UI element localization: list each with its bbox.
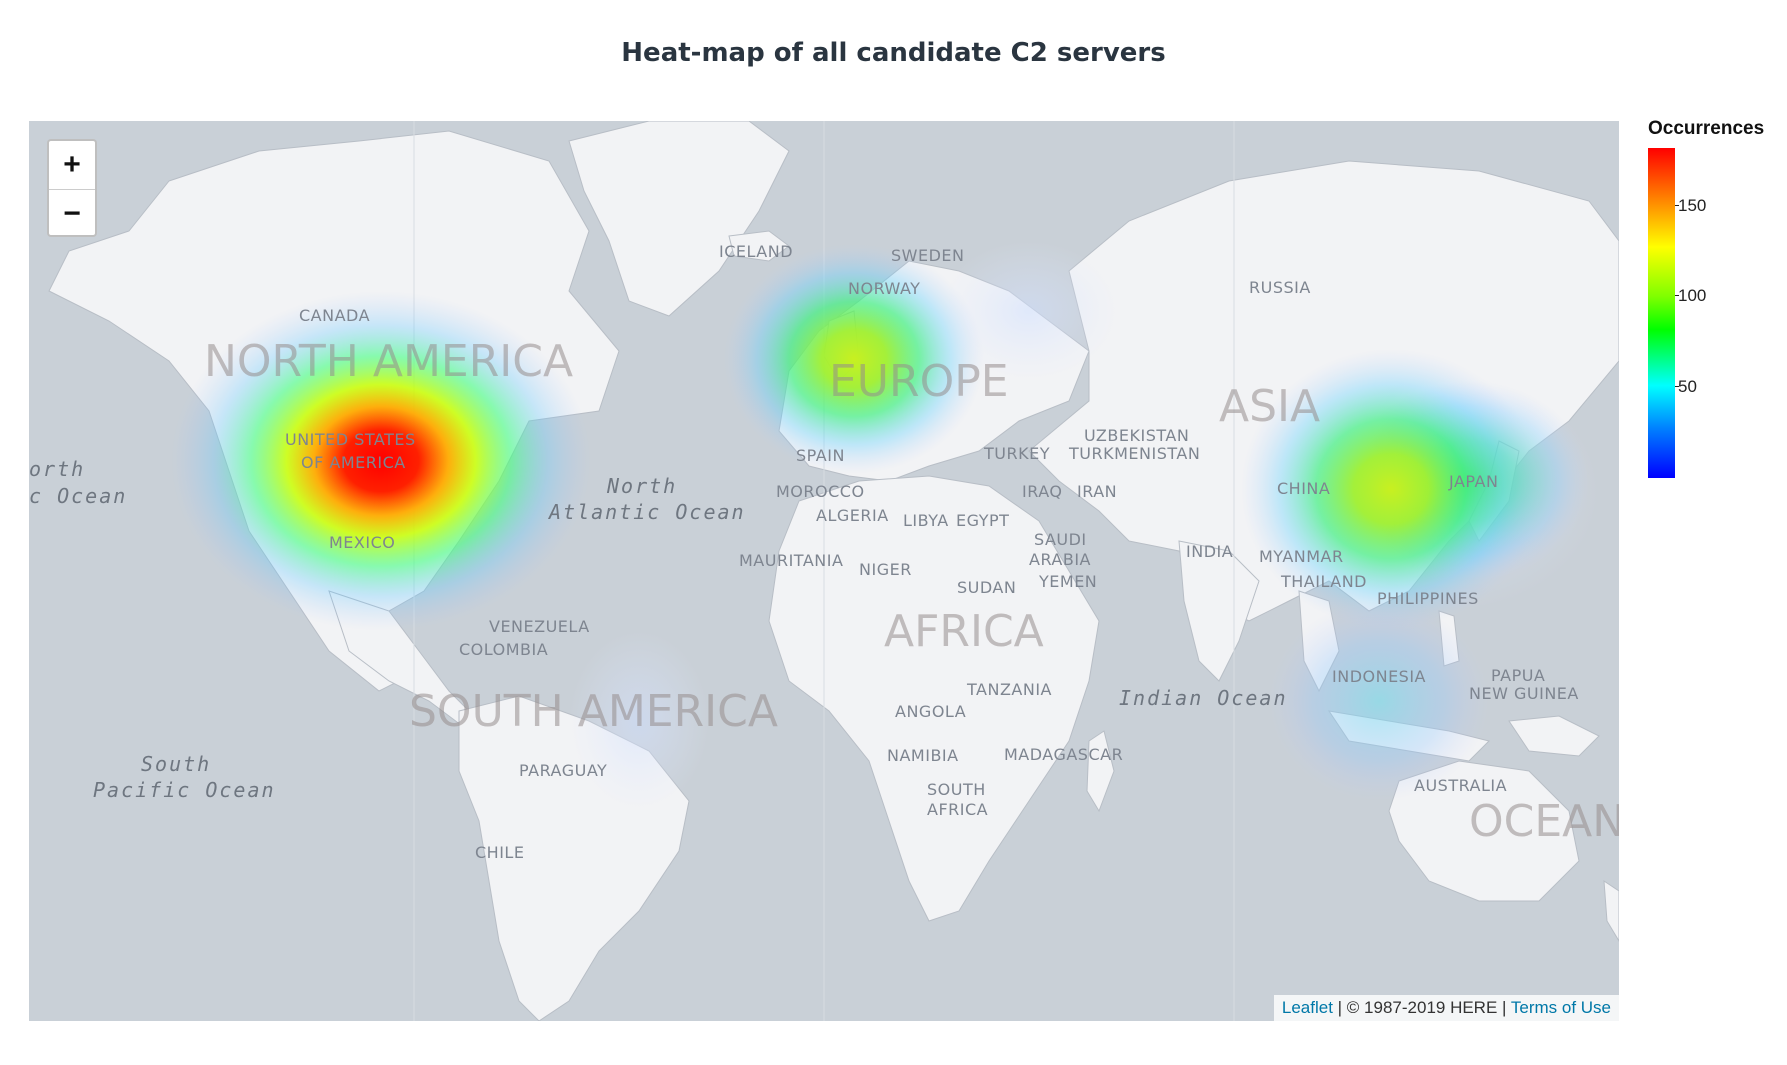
zoom-out-button[interactable]: − xyxy=(63,197,81,230)
legend-title: Occurrences xyxy=(1648,118,1765,139)
heat-spot-china xyxy=(1241,349,1541,629)
legend-tick-50: 50 xyxy=(1675,377,1697,396)
legend-tick-150: 150 xyxy=(1674,196,1707,215)
label-oceania: OCEANI xyxy=(1469,796,1619,847)
label-russia: RUSSIA xyxy=(1249,278,1311,297)
leaflet-link[interactable]: Leaflet xyxy=(1281,998,1333,1017)
label-venezuela: VENEZUELA xyxy=(489,617,590,636)
label-sudan: SUDAN xyxy=(957,578,1016,597)
label-north-america: NORTH AMERICA xyxy=(204,336,573,387)
label-niger: NIGER xyxy=(859,560,912,579)
label-turkey: TURKEY xyxy=(983,444,1050,463)
label-canada: CANADA xyxy=(299,306,370,325)
label-africa: AFRICA xyxy=(884,606,1044,657)
label-turkmenistan: TURKMENISTAN xyxy=(1068,444,1200,463)
label-uzbekistan: UZBEKISTAN xyxy=(1084,426,1189,445)
label-australia: AUSTRALIA xyxy=(1414,776,1507,795)
heat-spot-brazil xyxy=(569,631,709,811)
label-spain: SPAIN xyxy=(796,446,845,465)
label-namibia: NAMIBIA xyxy=(887,746,959,765)
label-south-pacific-2: Pacific Ocean xyxy=(93,778,276,802)
label-europe: EUROPE xyxy=(829,356,1009,407)
label-china: CHINA xyxy=(1277,479,1330,498)
label-papua: PAPUA xyxy=(1491,666,1545,685)
label-south-pacific-1: South xyxy=(141,752,211,776)
label-asia: ASIA xyxy=(1219,381,1320,432)
label-madagascar: MADAGASCAR xyxy=(1004,745,1123,764)
label-egypt: EGYPT xyxy=(956,511,1009,530)
label-chile: CHILE xyxy=(475,843,524,862)
label-iran: IRAN xyxy=(1077,482,1117,501)
label-usa-2: OF AMERICA xyxy=(301,453,406,472)
label-south-america: SOUTH AMERICA xyxy=(409,686,778,737)
label-yemen: YEMEN xyxy=(1038,572,1097,591)
label-norway: NORWAY xyxy=(848,279,920,298)
label-sweden: SWEDEN xyxy=(891,246,964,265)
heat-spot-russia xyxy=(939,241,1119,381)
legend-tick-100: 100 xyxy=(1674,286,1707,305)
label-algeria: ALGERIA xyxy=(816,506,889,525)
label-myanmar: MYANMAR xyxy=(1259,547,1344,566)
label-thailand: THAILAND xyxy=(1280,572,1367,591)
label-angola: ANGOLA xyxy=(895,702,966,721)
heat-spot-se-asia xyxy=(1269,601,1489,801)
label-north-pacific-2: c Ocean xyxy=(29,484,127,508)
heat-spot-europe xyxy=(724,244,984,474)
label-india: INDIA xyxy=(1186,542,1233,561)
label-iraq: IRAQ xyxy=(1022,482,1062,501)
label-indonesia: INDONESIA xyxy=(1332,667,1426,686)
map-canvas[interactable]: NORTH AMERICA EUROPE ASIA AFRICA SOUTH A… xyxy=(29,121,1619,1021)
label-japan: JAPAN xyxy=(1448,472,1498,491)
label-north-atlantic-1: North xyxy=(606,474,677,498)
heat-map[interactable]: NORTH AMERICA EUROPE ASIA AFRICA SOUTH A… xyxy=(29,121,1619,1021)
label-philippines: PHILIPPINES xyxy=(1377,589,1479,608)
page-title: Heat-map of all candidate C2 servers xyxy=(621,38,1166,68)
label-libya: LIBYA xyxy=(903,511,949,530)
label-indian-ocean: Indian Ocean xyxy=(1119,686,1288,710)
label-arabia: ARABIA xyxy=(1029,550,1091,569)
label-tanzania: TANZANIA xyxy=(966,680,1052,699)
attribution-text: | © 1987-2019 HERE | xyxy=(1332,998,1511,1017)
label-south-africa-2: AFRICA xyxy=(927,800,988,819)
heat-spot-usa xyxy=(171,291,591,631)
map-labels: NORTH AMERICA EUROPE ASIA AFRICA SOUTH A… xyxy=(29,242,1619,862)
map-attribution: Leaflet | © 1987-2019 HERE | Terms of Us… xyxy=(1273,995,1619,1021)
label-paraguay: PARAGUAY xyxy=(519,761,607,780)
zoom-control: + − xyxy=(47,139,97,237)
zoom-in-button[interactable]: + xyxy=(49,141,95,190)
label-usa-1: UNITED STATES xyxy=(285,430,416,449)
color-legend: Occurrences 150 100 50 xyxy=(1648,118,1778,488)
label-mexico: MEXICO xyxy=(329,533,395,552)
label-morocco: MOROCCO xyxy=(776,482,865,501)
label-north-pacific-1: orth xyxy=(29,457,85,481)
terms-of-use-link[interactable]: Terms of Use xyxy=(1510,998,1611,1017)
label-saudi: SAUDI xyxy=(1034,530,1087,549)
label-south-africa-1: SOUTH xyxy=(927,780,986,799)
label-colombia: COLOMBIA xyxy=(459,640,548,659)
label-iceland: ICELAND xyxy=(719,242,793,261)
label-mauritania: MAURITANIA xyxy=(739,551,843,570)
label-north-atlantic-2: Atlantic Ocean xyxy=(547,500,746,524)
heat-layer xyxy=(171,241,1599,811)
legend-color-bar xyxy=(1648,148,1675,478)
label-new-guinea: NEW GUINEA xyxy=(1469,684,1579,703)
